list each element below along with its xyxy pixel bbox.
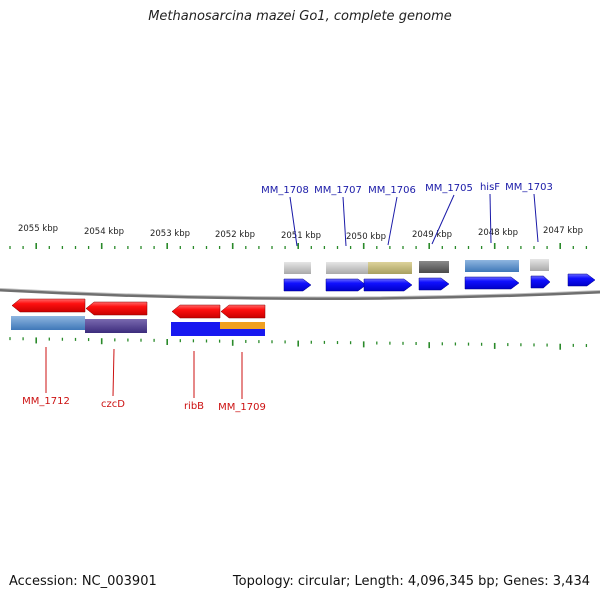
genome-backbone-highlight [0, 288, 600, 298]
reverse-domain-box [220, 322, 265, 329]
forward-gene-arrow [530, 275, 551, 289]
ruler-label: 2055 kbp [18, 224, 58, 234]
ruler-label: 2048 kbp [478, 228, 518, 238]
reverse-gene-leader [112, 348, 115, 397]
reverse-gene-arrow [171, 304, 221, 319]
ruler-label: 2050 kbp [346, 232, 386, 242]
ruler-label: 2047 kbp [543, 226, 583, 236]
ruler-label: 2051 kbp [281, 231, 321, 241]
forward-gene-leader [533, 193, 539, 243]
ruler-label: 2052 kbp [215, 230, 255, 240]
genome-summary: Topology: circular; Length: 4,096,345 bp… [232, 574, 590, 589]
forward-gene-arrow [363, 278, 413, 292]
reverse-gene-label[interactable]: ribB [184, 401, 204, 412]
forward-domain-box [368, 262, 412, 274]
forward-gene-arrow [418, 277, 450, 291]
ruler-label: 2053 kbp [150, 229, 190, 239]
reverse-gene-arrow [11, 298, 86, 313]
forward-gene-label[interactable]: hisF [480, 182, 500, 193]
forward-gene-leader [431, 194, 455, 245]
reverse-domain-box [11, 316, 85, 330]
forward-gene-label[interactable]: MM_1706 [368, 185, 416, 196]
reverse-domain-box [85, 319, 147, 333]
forward-gene-label[interactable]: MM_1707 [314, 185, 362, 196]
forward-gene-arrow [464, 276, 520, 290]
forward-gene-leader [289, 196, 298, 247]
reverse-gene-arrow [85, 301, 148, 316]
reverse-gene-label[interactable]: MM_1709 [218, 402, 266, 413]
reverse-gene-label[interactable]: MM_1712 [22, 396, 70, 407]
forward-gene-arrow [283, 278, 312, 292]
forward-domain-box [419, 261, 449, 273]
reverse-domain-box [171, 322, 220, 336]
forward-gene-label[interactable]: MM_1708 [261, 185, 309, 196]
ruler-label: 2049 kbp [412, 230, 452, 240]
forward-gene-arrow [325, 278, 367, 292]
forward-gene-leader [387, 196, 398, 246]
forward-domain-box [284, 262, 311, 274]
accession-label: Accession: NC_003901 [9, 574, 157, 589]
forward-gene-label[interactable]: MM_1703 [505, 182, 553, 193]
reverse-gene-label[interactable]: czcD [101, 399, 125, 410]
forward-gene-label[interactable]: MM_1705 [425, 183, 473, 194]
forward-domain-box [530, 259, 549, 271]
forward-domain-box [465, 260, 519, 272]
forward-domain-box [326, 262, 368, 274]
reverse-gene-arrow [220, 304, 266, 319]
forward-gene-leader [342, 196, 347, 247]
reverse-domain-box [220, 329, 265, 336]
genome-title: Methanosarcina mazei Go1, complete genom… [148, 9, 452, 24]
forward-gene-leader [489, 193, 492, 244]
genome-backbone [0, 288, 600, 301]
forward-gene-arrow [567, 273, 596, 287]
ruler-label: 2054 kbp [84, 227, 124, 237]
